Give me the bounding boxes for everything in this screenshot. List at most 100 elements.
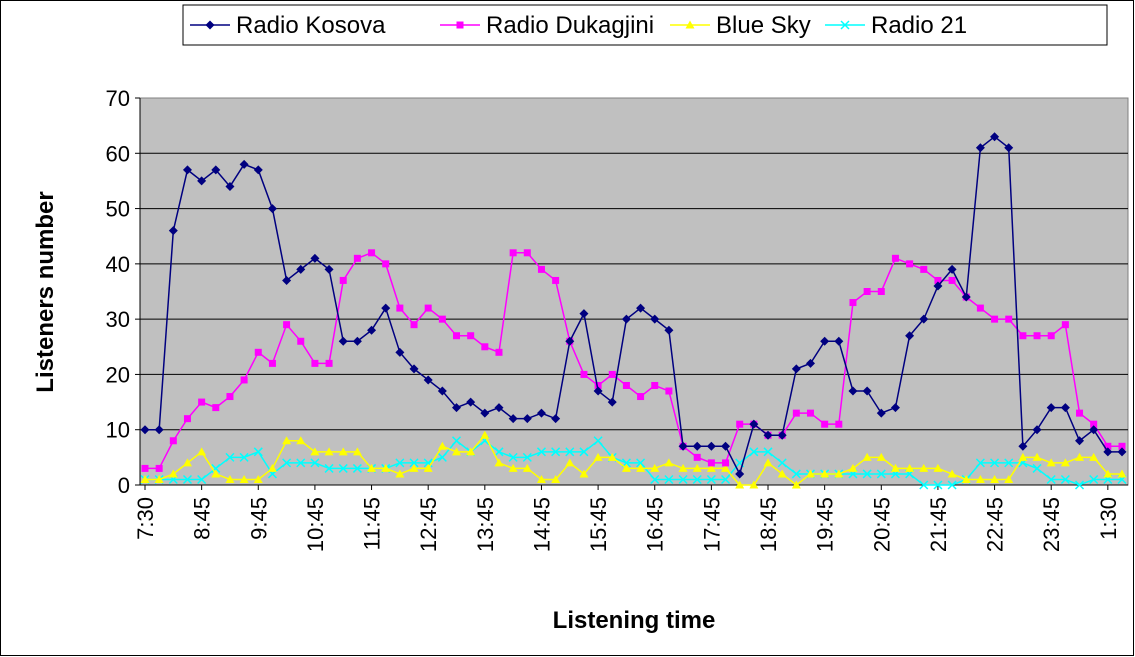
marker [453,332,461,340]
marker [976,304,984,312]
marker [368,249,376,257]
marker [1004,458,1014,468]
marker [933,463,943,472]
marker [409,364,419,374]
x-tick-label: 20:45 [869,497,894,552]
marker [508,463,518,472]
x-tick-label: 17:45 [699,497,724,552]
marker [466,397,476,407]
marker [155,464,163,472]
marker [169,437,177,445]
marker [1118,442,1126,450]
marker [310,447,320,456]
marker [537,265,545,273]
marker [905,463,915,472]
marker [338,336,348,346]
marker [1089,452,1099,461]
y-axis-label: Listeners number [32,191,59,392]
marker [1046,458,1056,467]
marker [353,254,361,262]
marker [141,464,149,472]
marker [509,249,517,257]
marker [1032,425,1042,435]
x-tick-label: 1:30 [1096,497,1121,540]
marker [876,408,886,418]
marker [607,452,617,461]
marker [480,430,490,439]
marker [508,414,518,424]
marker [456,21,464,29]
marker [706,474,716,485]
marker [862,386,872,396]
x-tick-label: 18:45 [756,497,781,552]
marker [253,165,263,175]
marker [1104,442,1112,450]
marker [636,463,646,472]
marker [1090,420,1098,428]
marker [451,436,462,446]
y-tick-label: 20 [106,362,130,387]
marker [991,315,999,323]
marker [211,165,221,175]
marker [650,314,660,324]
marker [552,276,560,284]
marker [1103,447,1113,457]
marker [410,321,418,329]
marker [536,474,546,483]
marker [593,452,603,461]
marker [211,469,221,478]
marker [352,463,362,473]
marker [565,447,575,457]
marker [594,381,602,389]
marker [1075,452,1085,461]
marker [791,480,801,489]
marker [536,408,546,418]
marker [721,463,731,472]
x-tick-label: 7:30 [133,497,158,540]
legend-label: Radio Kosova [236,12,386,39]
marker [522,452,532,462]
marker [467,332,475,340]
marker [452,447,462,456]
marker [352,336,362,346]
marker [325,359,333,367]
marker [948,276,956,284]
marker [1117,469,1127,478]
marker [650,474,660,485]
marker [608,370,616,378]
marker [296,458,306,468]
marker [891,254,899,262]
marker [1047,332,1055,340]
marker [890,403,900,413]
marker [522,463,532,472]
marker [685,20,695,29]
x-tick-label: 16:45 [643,497,668,552]
marker [622,381,630,389]
marker [990,132,1000,142]
marker [1019,332,1027,340]
marker [947,480,957,490]
marker [494,447,504,457]
marker [1103,469,1113,478]
marker [749,447,759,457]
marker [324,447,334,456]
marker [840,20,850,30]
marker [551,414,561,424]
marker [536,447,546,457]
marker [154,425,164,435]
marker [735,469,745,479]
marker [268,359,276,367]
marker [338,447,348,456]
legend-label: Radio 21 [871,12,967,39]
marker [777,430,787,440]
marker [791,469,801,479]
marker [423,375,433,385]
marker [820,336,830,346]
marker [297,337,305,345]
marker [311,359,319,367]
marker [863,288,871,295]
marker [593,436,603,446]
marker [593,386,603,396]
marker [310,253,320,263]
